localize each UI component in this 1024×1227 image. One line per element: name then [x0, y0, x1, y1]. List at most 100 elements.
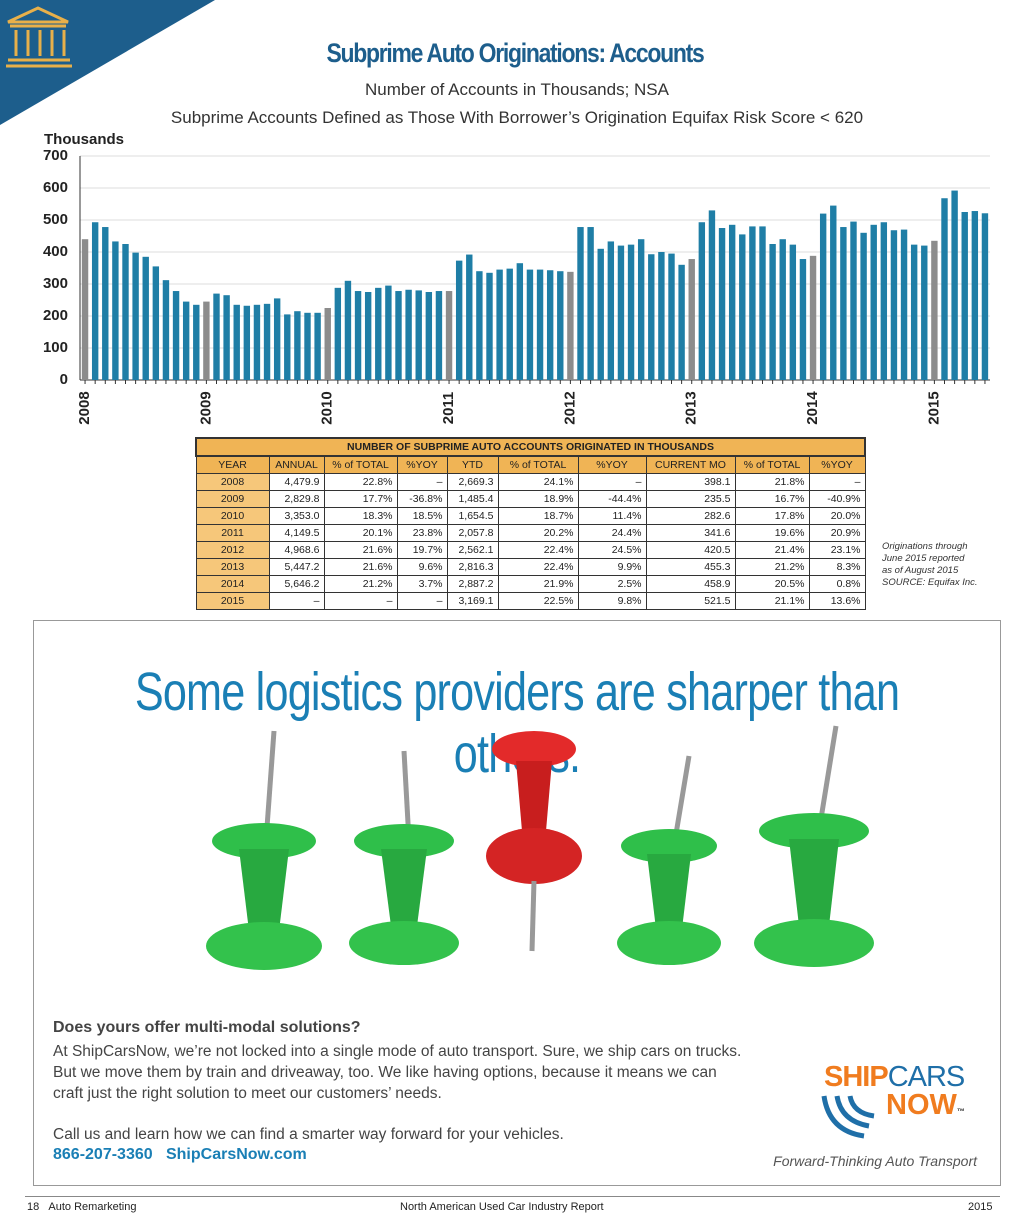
table-cell: 3.7%: [396, 575, 448, 593]
note-line: June 2015 reported: [882, 553, 965, 564]
table-cell: 521.5: [645, 592, 736, 610]
bar: [122, 244, 129, 380]
table-cell: YEAR: [195, 455, 270, 474]
y-tick-label: 700: [43, 147, 68, 164]
footer-left: 18 Auto Remarketing: [27, 1201, 136, 1213]
bar: [132, 252, 139, 380]
table-cell: 1,485.4: [446, 490, 499, 508]
bar: [819, 213, 827, 380]
bar: [142, 256, 149, 380]
bar: [718, 228, 726, 380]
table-cell: –: [808, 473, 866, 491]
table-cell: 5,646.2: [268, 575, 325, 593]
bar: [799, 259, 807, 380]
bar: [233, 304, 240, 380]
footer-year: 2015: [968, 1201, 993, 1213]
table-cell: % of TOTAL: [734, 455, 810, 474]
bar: [708, 210, 716, 380]
table-cell: 2,057.8: [446, 524, 499, 542]
website-link[interactable]: ShipCarsNow.com: [165, 1146, 307, 1163]
table-cell: 398.1: [645, 473, 736, 491]
logo-text: CARS: [887, 1061, 966, 1093]
bar: [850, 221, 857, 380]
bar: [617, 245, 625, 380]
phone[interactable]: 866-207-3360: [53, 1146, 153, 1163]
table-cell: 22.4%: [497, 541, 579, 559]
bar: [253, 304, 261, 380]
y-tick-label: 0: [60, 371, 68, 388]
table-cell: 19.7%: [396, 541, 448, 559]
table-cell: 2011: [195, 524, 270, 542]
bar: [182, 301, 190, 380]
table-cell: 22.5%: [497, 592, 579, 610]
table-cell: 9.8%: [577, 592, 647, 610]
bar: [759, 226, 766, 380]
body-line: craft just the right solution to meet ou…: [53, 1085, 442, 1102]
bar: [455, 260, 463, 380]
logo-text: ™: [956, 1107, 965, 1116]
bar: [162, 280, 170, 380]
bar: [324, 308, 331, 380]
bar: [880, 222, 888, 380]
bar: [637, 239, 645, 380]
y-axis-label: Thousands: [44, 131, 124, 148]
bar: [546, 270, 554, 380]
bar: [102, 227, 109, 380]
logo-text: SHIP: [824, 1061, 889, 1093]
table-cell: 420.5: [645, 541, 736, 559]
x-tick-label: 2015: [925, 391, 942, 424]
table-cell: –: [268, 592, 325, 610]
bar: [334, 287, 342, 380]
bar: [304, 312, 311, 380]
table-cell: 20.9%: [808, 524, 866, 542]
table-cell: 2014: [195, 575, 270, 593]
y-tick-label: 600: [43, 179, 68, 196]
bar: [486, 272, 493, 380]
bar: [607, 241, 615, 380]
bar: [597, 248, 604, 380]
table-cell: –: [396, 592, 448, 610]
table-cell: 18.9%: [497, 490, 579, 508]
x-tick-label: 2008: [76, 391, 93, 424]
bar: [435, 291, 443, 380]
bar: [769, 244, 776, 380]
bar: [243, 305, 251, 380]
table-cell: 17.7%: [323, 490, 398, 508]
table-cell: 21.8%: [734, 473, 810, 491]
table-cell: % of TOTAL: [323, 455, 398, 474]
bar: [476, 271, 483, 380]
x-tick-label: 2010: [319, 391, 336, 424]
bar: [678, 264, 685, 380]
x-tick-label: 2011: [440, 392, 457, 425]
table-cell: 18.3%: [323, 507, 398, 525]
table-cell: 4,149.5: [268, 524, 325, 542]
bar: [223, 295, 230, 380]
table-cell: 22.4%: [497, 558, 579, 576]
bar: [698, 222, 706, 380]
table-cell: 21.2%: [323, 575, 398, 593]
bar: [112, 241, 119, 380]
x-tick-label: 2014: [804, 391, 821, 425]
table-cell: %YOY: [577, 455, 647, 474]
bar: [506, 268, 513, 380]
bar: [567, 271, 574, 380]
bar: [193, 304, 200, 380]
bar: [516, 263, 524, 380]
bar: [91, 222, 99, 380]
bar: [951, 190, 958, 380]
table-cell: 9.6%: [396, 558, 448, 576]
body-line: At ShipCarsNow, we’re not locked into a …: [53, 1043, 742, 1060]
table-cell: ANNUAL: [268, 455, 325, 474]
bar: [860, 232, 867, 380]
y-tick-label: 100: [43, 339, 68, 356]
table-cell: 21.6%: [323, 541, 398, 559]
data-table: NUMBER OF SUBPRIME AUTO ACCOUNTS ORIGINA…: [195, 437, 866, 610]
table-cell: 2,829.8: [268, 490, 325, 508]
ad-question: Does yours offer multi-modal solutions?: [53, 1019, 361, 1036]
chart-subtitle: Number of Accounts in Thousands; NSA: [365, 80, 669, 99]
y-tick-label: 300: [43, 275, 68, 292]
table-cell: 18.7%: [497, 507, 579, 525]
table-cell: 235.5: [645, 490, 736, 508]
bar: [405, 289, 412, 380]
x-tick-label: 2012: [561, 391, 578, 424]
